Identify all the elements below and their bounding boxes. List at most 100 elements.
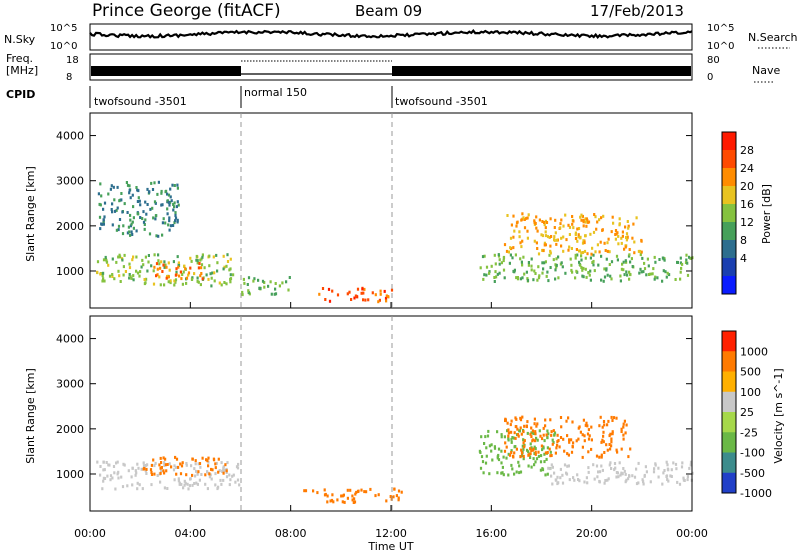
echo-cell (102, 271, 105, 275)
echo-cell (219, 478, 222, 482)
echo-cell (208, 264, 211, 268)
xtick-label: 04:00 (174, 527, 206, 540)
echo-cell (159, 480, 162, 484)
echo-cell (198, 478, 201, 482)
echo-cell (263, 281, 266, 284)
echo-cell (586, 424, 589, 428)
echo-cell (163, 461, 166, 465)
echo-cell (164, 457, 167, 461)
echo-cell (498, 262, 501, 266)
power-yticks: 4000 3000 2000 1000 (56, 130, 692, 278)
echo-cell (553, 433, 556, 437)
colorbar-segment (722, 186, 736, 205)
echo-cell (107, 263, 110, 267)
echo-cell (525, 216, 528, 220)
echo-cell (545, 457, 548, 461)
echo-cell (185, 276, 189, 280)
echo-cell (532, 432, 535, 435)
echo-cell (174, 219, 177, 223)
echo-cell (511, 256, 514, 260)
echo-cell (546, 446, 549, 450)
echo-cell (515, 417, 518, 421)
echo-cell (617, 234, 620, 238)
echo-cell (185, 463, 188, 467)
echo-cell (485, 265, 489, 269)
echo-cell (170, 465, 173, 469)
echo-cell (593, 269, 596, 273)
echo-cell (115, 260, 118, 264)
echo-cell (513, 472, 516, 476)
echo-cell (501, 471, 504, 475)
echo-cell (235, 465, 239, 469)
echo-cell (161, 270, 164, 273)
echo-cell (539, 460, 543, 464)
echo-cell (567, 223, 570, 227)
echo-cell (556, 440, 559, 444)
echo-cell (168, 216, 171, 220)
echo-cell (572, 476, 575, 480)
echo-cell (523, 424, 526, 428)
echo-cell (628, 474, 631, 478)
echo-cell (670, 468, 673, 472)
echo-cell (581, 455, 584, 459)
echo-cell (517, 434, 520, 438)
echo-cell (582, 224, 585, 228)
echo-cell (652, 267, 655, 271)
echo-cell (536, 247, 539, 250)
echo-cell (630, 257, 633, 261)
echo-cell (600, 440, 603, 444)
echo-cell (126, 183, 130, 187)
echo-cell (613, 462, 617, 465)
echo-cell (654, 260, 657, 264)
echo-cell (632, 222, 635, 226)
echo-cell (641, 256, 644, 260)
echo-cell (643, 267, 647, 271)
echo-cell (603, 241, 606, 245)
echo-cell (110, 184, 113, 188)
echo-cell (527, 453, 531, 457)
nave-tick-top: 80 (707, 55, 720, 66)
echo-cell (597, 470, 600, 474)
echo-cell (156, 192, 159, 196)
echo-cell (527, 464, 530, 468)
echo-cell (145, 472, 148, 475)
echo-cell (512, 246, 515, 250)
echo-cell (601, 438, 604, 442)
colorbar-tick: 28 (740, 144, 754, 157)
echo-cell (97, 192, 100, 196)
echo-cell (172, 224, 175, 227)
echo-cell (166, 207, 169, 211)
echo-cell (518, 230, 521, 234)
echo-cell (144, 218, 147, 222)
echo-cell (515, 276, 518, 280)
echo-cell (586, 252, 589, 256)
echo-cell (619, 279, 622, 283)
echo-cell (214, 472, 217, 476)
echo-cell (546, 235, 550, 239)
echo-cell (493, 445, 496, 449)
echo-cell (112, 465, 116, 468)
echo-cell (582, 418, 585, 422)
echo-cell (554, 268, 557, 272)
echo-cell (386, 295, 389, 298)
echo-cell (541, 248, 544, 252)
noise-sky-trace (89, 29, 693, 40)
echo-cell (567, 453, 570, 457)
echo-cell (485, 446, 488, 450)
echo-cell (652, 470, 656, 474)
echo-cell (559, 476, 562, 480)
echo-cell (574, 256, 577, 260)
echo-cell (169, 224, 172, 228)
echo-cell (131, 258, 134, 262)
echo-cell (102, 218, 105, 222)
echo-cell (216, 269, 219, 273)
echo-cell (175, 267, 178, 271)
echo-cell (577, 233, 580, 237)
echo-cell (523, 445, 526, 449)
echo-cell (195, 254, 198, 258)
echo-cell (665, 475, 668, 478)
echo-cell (581, 274, 584, 278)
echo-cell (136, 462, 139, 466)
echo-cell (174, 211, 177, 215)
echo-cell (612, 416, 616, 420)
